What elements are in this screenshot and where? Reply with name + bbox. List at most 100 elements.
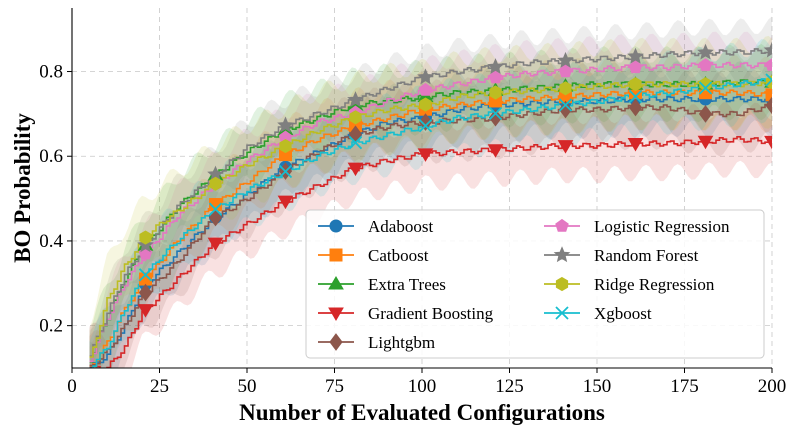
legend-item-logistic-regression: Logistic Regression [544,217,730,236]
legend: Adaboost Catboost Extra Trees Gradient Boos… [305,209,765,359]
legend-item-ridge-regression: Ridge Regression [544,275,715,294]
x-axis-title: Number of Evaluated Configurations [239,400,605,425]
marker-random-forest [557,51,574,68]
marker-gradient-boosting [627,138,644,152]
x-tick-label: 0 [67,376,77,397]
marker-xgboost [278,164,293,179]
marker-logistic-regression [558,64,573,78]
legend-label: Xgboost [594,304,652,323]
marker-xgboost [348,136,363,150]
marker-logistic-regression [628,60,643,74]
marker-lightgbm [138,283,153,302]
marker-xgboost [488,106,503,121]
legend-marker [328,307,344,321]
marker-lightgbm [698,105,713,123]
marker-logistic-regression [765,58,772,71]
y-axis-title: BO Probability [10,113,35,263]
marker-lightgbm [418,113,433,131]
legend-marker [555,276,569,292]
legend-label: Random Forest [594,246,699,265]
marker-ridge-regression [279,139,292,154]
band-ridge-regression [89,35,772,368]
legend-marker [329,219,343,233]
marker-random-forest [697,43,714,60]
marker-ridge-regression [559,81,572,96]
marker-random-forest [347,91,364,108]
marker-ridge-regression [419,97,432,112]
marker-xgboost [138,268,153,282]
marker-random-forest [277,116,294,133]
marker-xgboost [628,89,643,104]
marker-xgboost [208,202,223,216]
marker-gradient-boosting [417,148,434,162]
marker-xgboost [418,119,433,133]
legend-item-extra-trees: Extra Trees [318,275,446,294]
marker-logistic-regression [488,70,503,84]
band-gradient-boosting [89,102,772,368]
y-tick-label: 0.8 [39,62,63,83]
marker-gradient-boosting [557,140,574,154]
legend-item-catboost: Catboost [318,246,429,265]
x-tick-label: 50 [238,376,257,397]
x-tick-label: 150 [583,376,612,397]
band-extra-trees [89,44,772,368]
legend-item-adaboost: Adaboost [318,217,433,236]
ticks: 0 25 50 75 100 125 150 175 200 0.2 0.4 0.6 0.8 [39,62,786,397]
legend-marker [329,248,343,262]
marker-lightgbm [488,108,503,127]
marker-ridge-regression [765,75,772,90]
band-lightgbm [89,65,772,368]
marker-ridge-regression [629,77,642,92]
marker-logistic-regression [418,82,433,96]
marker-gradient-boosting [764,135,772,150]
legend-label: Lightgbm [368,333,435,352]
marker-lightgbm [558,100,573,119]
legend-label: Extra Trees [368,275,446,294]
marker-xgboost [558,98,573,112]
legend-label: Adaboost [368,217,433,236]
y-tick-label: 0.4 [39,231,63,252]
marker-random-forest [763,41,772,58]
y-tick-label: 0.6 [39,146,63,167]
legend-item-random-forest: Random Forest [544,246,699,265]
legend-marker [329,333,343,351]
legend-marker [555,306,569,320]
legend-label: Logistic Regression [594,217,730,236]
marker-ridge-regression [699,77,712,92]
marker-gradient-boosting [207,237,224,252]
legend-label: Ridge Regression [594,275,715,294]
marker-random-forest [417,68,434,85]
line-logistic-regression [89,61,772,363]
line-xgboost [92,78,772,368]
marker-gradient-boosting [347,162,364,177]
legend-item-gradient-boosting: Gradient Boosting [318,304,494,323]
legend-box [305,209,765,359]
marker-ridge-regression [139,230,152,245]
marker-gradient-boosting [697,135,714,150]
marker-gradient-boosting [277,195,294,210]
legend-marker [328,276,344,290]
y-tick-label: 0.2 [39,316,63,337]
marker-xgboost [765,73,772,87]
marker-random-forest [627,47,644,64]
marker-catboost [765,88,772,102]
x-tick-label: 100 [408,376,437,397]
marker-lightgbm [208,208,223,227]
legend-label: Gradient Boosting [368,304,494,323]
marker-lightgbm [628,98,643,117]
x-tick-label: 75 [325,376,344,397]
marker-random-forest [487,58,504,74]
legend-item-xgboost: Xgboost [544,304,652,323]
marker-xgboost [698,81,713,95]
marker-gradient-boosting [137,304,154,318]
legend-marker [553,246,571,263]
legend-label: Catboost [368,246,429,265]
series-markers [137,41,772,318]
x-tick-label: 200 [758,376,787,397]
marker-ridge-regression [489,85,502,100]
marker-lightgbm [765,96,772,115]
marker-gradient-boosting [487,144,504,158]
marker-ridge-regression [349,110,362,125]
legend-item-lightgbm: Lightgbm [318,333,435,352]
